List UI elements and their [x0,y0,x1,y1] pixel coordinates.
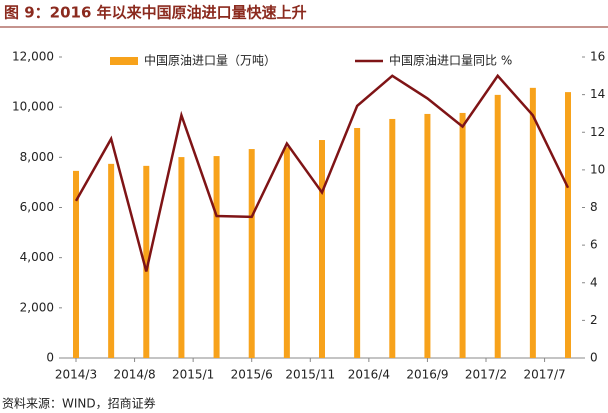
y2-tick-label: 6 [590,238,598,252]
x-tick-label: 2016/4 [348,368,390,382]
x-tick-label: 2015/11 [285,368,335,382]
legend-label: 中国原油进口量同比 % [389,53,512,68]
line [74,73,570,272]
y-tick-label: 0 [46,351,54,365]
bar [529,87,536,358]
y-tick-label: 12,000 [12,50,54,64]
y2-tick-label: 10 [590,162,605,176]
x-tick-label: 2015/6 [231,368,273,382]
x-tick-label: 2016/9 [406,368,448,382]
bar [494,94,501,359]
x-tick-label: 2017/7 [523,368,565,382]
y2-tick-label: 8 [590,200,598,214]
y2-tick-label: 14 [590,87,605,101]
bar [565,92,571,358]
bar [389,118,396,358]
x-tick-label: 2014/8 [113,368,155,382]
bar [248,149,255,358]
source: 资料来源：WIND，招商证券 [2,396,156,411]
y2-tick-label: 12 [590,125,605,139]
legend-swatch [110,57,138,65]
bar [178,157,185,358]
legend-label: 中国原油进口量（万吨） [144,53,276,68]
bar [354,127,361,358]
x-tick-label: 2014/3 [55,368,97,382]
bar [283,147,290,358]
y-tick-label: 6,000 [20,200,54,214]
y-tick-label: 2,000 [20,300,54,314]
chart-title: 图 9：2016 年以来中国原油进口量快速上升 [4,4,307,22]
bar [319,140,325,358]
x-tick-label: 2015/1 [172,368,214,382]
y-tick-label: 4,000 [20,250,54,264]
x-tick-label: 2017/2 [465,368,507,382]
bar [143,165,150,358]
bar [213,156,220,358]
bar [424,113,431,358]
y2-tick-label: 4 [590,275,598,289]
bar [73,170,79,358]
bar [459,112,466,358]
bar [108,163,115,358]
y-tick-label: 8,000 [20,150,54,164]
y2-tick-label: 2 [590,313,598,327]
y2-tick-label: 16 [590,50,605,64]
y-tick-label: 10,000 [12,100,54,114]
y2-tick-label: 0 [590,351,598,365]
